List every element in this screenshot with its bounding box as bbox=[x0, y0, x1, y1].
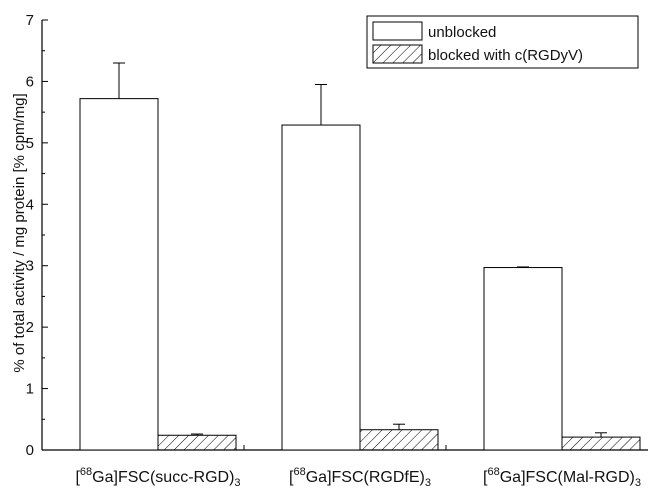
bar-blocked bbox=[359, 429, 439, 451]
y-tick-label: 4 bbox=[26, 196, 34, 213]
plot-area: 0 1 2 3 4 5 6 7 [68Ga]FSC(succ-RGD)3 [68Ga]FSC(RG… bbox=[26, 12, 648, 488]
legend-swatch-unblocked bbox=[372, 21, 423, 41]
y-axis-label: % of total activity / mg protein [% cpm/… bbox=[11, 93, 28, 372]
bar-unblocked bbox=[79, 98, 159, 451]
bar-blocked bbox=[157, 434, 237, 451]
x-tick-label: [68Ga]FSC(Mal-RGD)3 bbox=[483, 466, 641, 488]
y-tick-label: 2 bbox=[26, 319, 34, 336]
legend-label-unblocked: unblocked bbox=[428, 24, 496, 41]
y-tick-label: 5 bbox=[26, 135, 34, 152]
bar-blocked bbox=[561, 436, 641, 451]
y-tick-label: 1 bbox=[26, 381, 34, 398]
legend-swatch-blocked bbox=[372, 44, 423, 64]
x-tick-label: [68Ga]FSC(RGDfE)3 bbox=[289, 466, 431, 488]
bar-unblocked bbox=[281, 124, 361, 451]
legend: unblocked blocked with c(RGDyV) bbox=[366, 15, 639, 69]
y-tick-label: 6 bbox=[26, 73, 34, 90]
y-tick-label: 3 bbox=[26, 258, 34, 275]
y-tick-label: 7 bbox=[26, 12, 34, 29]
x-tick-label: [68Ga]FSC(succ-RGD)3 bbox=[75, 466, 240, 488]
legend-label-blocked: blocked with c(RGDyV) bbox=[428, 47, 583, 64]
bar-unblocked bbox=[483, 267, 563, 451]
y-tick-label: 0 bbox=[26, 442, 34, 459]
